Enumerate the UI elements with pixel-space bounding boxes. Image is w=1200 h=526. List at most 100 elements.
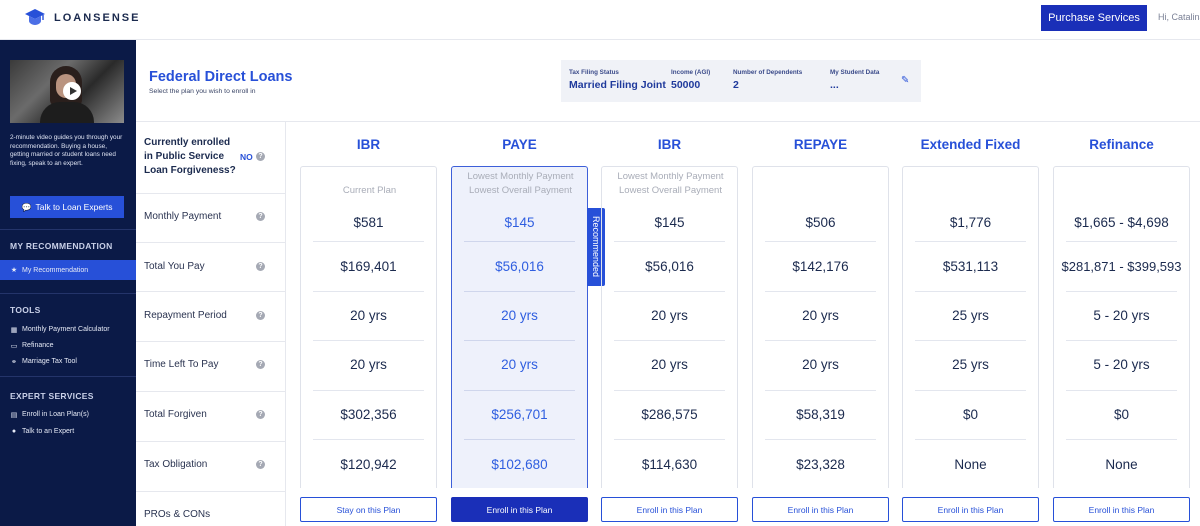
question-circle-icon[interactable]: ? [256, 360, 265, 369]
play-icon[interactable] [63, 82, 81, 100]
enroll-repaye-button[interactable]: Enroll in this Plan [752, 497, 889, 522]
monthly-payment-value: $145 [504, 215, 535, 230]
plan-tagline: Lowest Overall Payment [619, 185, 722, 196]
total-you-pay-value: $169,401 [340, 259, 397, 274]
my-recommendation-heading: MY RECOMMENDATION [10, 241, 113, 251]
sidebar-item-monthly-payment-calculator[interactable]: ▦ Monthly Payment Calculator [0, 321, 136, 338]
enroll-refinance-button[interactable]: Enroll in this Plan [1053, 497, 1190, 522]
card-icon: ▭ [10, 342, 18, 350]
video-person-shirt [40, 102, 94, 123]
time-left-value: 25 yrs [952, 357, 989, 372]
row-divider [915, 340, 1026, 341]
enroll-extended-fixed-button[interactable]: Enroll in this Plan [902, 497, 1039, 522]
row-divider [915, 241, 1026, 242]
pslf-row: Currently enrolled in Public Service Loa… [136, 122, 286, 194]
sidebar-item-label: My Recommendation [22, 266, 89, 274]
sidebar-item-my-recommendation[interactable]: ★ My Recommendation [0, 260, 136, 280]
sidebar-divider [0, 293, 136, 294]
stay-on-plan-button[interactable]: Stay on this Plan [300, 497, 437, 522]
talk-to-loan-experts-button[interactable]: 💬 Talk to Loan Experts [10, 196, 124, 218]
row-divider [614, 340, 725, 341]
plan-tagline: Lowest Monthly Payment [617, 171, 724, 182]
intro-video[interactable] [10, 60, 124, 123]
sidebar: 2-minute video guides you through your r… [0, 40, 136, 526]
calculator-icon: ▦ [10, 326, 18, 334]
total-you-pay-value: $531,113 [942, 259, 999, 274]
tools-heading: TOOLS [10, 305, 41, 315]
time-left-value: 20 yrs [501, 357, 538, 372]
row-divider [1066, 390, 1177, 391]
tax-filing-status: Tax Filing Status Married Filing Joint [569, 69, 666, 91]
plan-name: Refinance [1089, 137, 1154, 152]
page-header: Federal Direct Loans Select the plan you… [136, 40, 1200, 122]
row-divider [1066, 291, 1177, 292]
my-student-data: My Student Data ... [830, 69, 880, 91]
sidebar-item-marriage-tax-tool[interactable]: ⚭ Marriage Tax Tool [0, 353, 136, 370]
pslf-answer[interactable]: NO [240, 152, 253, 162]
question-circle-icon[interactable]: ? [256, 311, 265, 320]
plan-tagline: Lowest Monthly Payment [467, 171, 574, 182]
plan-card-ibr-current: Current Plan $581 $169,401 20 yrs 20 yrs… [300, 166, 437, 488]
row-divider [313, 390, 424, 391]
plan-name: REPAYE [793, 137, 848, 152]
row-divider [464, 291, 575, 292]
row-divider [765, 291, 876, 292]
plan-card-extended-fixed: $1,776 $531,113 25 yrs 25 yrs $0 None [902, 166, 1039, 488]
talk-button-label: Talk to Loan Experts [35, 202, 113, 212]
plan-name: Extended Fixed [920, 137, 1021, 152]
total-forgiven-value: $256,701 [491, 407, 548, 422]
total-you-pay-value: $142,176 [792, 259, 849, 274]
user-greeting[interactable]: Hi, Catalina [1158, 12, 1200, 22]
row-divider [313, 340, 424, 341]
edit-icon[interactable]: ✎ [901, 75, 910, 86]
sidebar-item-enroll-loan-plans[interactable]: ▤ Enroll in Loan Plan(s) [0, 406, 136, 423]
row-divider [915, 439, 1026, 440]
sidebar-item-label: Monthly Payment Calculator [22, 326, 110, 333]
plan-tagline: Current Plan [342, 185, 397, 196]
plan-card-refinance: $1,665 - $4,698 $281,871 - $399,593 5 - … [1053, 166, 1190, 488]
top-bar: LOANSENSE Purchase Services Hi, Catalina [0, 0, 1200, 40]
total-forgiven-value: $0 [962, 407, 979, 422]
label-pros-cons: PROs & CONs [144, 509, 211, 520]
repayment-period-value: 20 yrs [802, 308, 839, 323]
repayment-period-value: 25 yrs [952, 308, 989, 323]
tax-obligation-value: None [1105, 457, 1138, 472]
question-circle-icon[interactable]: ? [256, 262, 265, 271]
row-divider [915, 390, 1026, 391]
question-circle-icon[interactable]: ? [256, 212, 265, 221]
time-left-value: 20 yrs [651, 357, 688, 372]
plan-tagline: Lowest Overall Payment [469, 185, 572, 196]
question-circle-icon[interactable]: ? [256, 460, 265, 469]
plan-name: PAYE [502, 137, 537, 152]
total-you-pay-value: $56,016 [645, 259, 694, 274]
row-divider [765, 439, 876, 440]
income-agi: Income (AGI) 50000 [671, 69, 711, 91]
sidebar-item-label: Enroll in Loan Plan(s) [22, 411, 89, 418]
total-you-pay-value: $281,871 - $399,593 [1061, 259, 1182, 274]
question-circle-icon[interactable]: ? [256, 152, 265, 161]
plan-card-ibr: Lowest Monthly Payment Lowest Overall Pa… [601, 166, 738, 488]
label-tax-obligation: Tax Obligation ? [136, 442, 286, 492]
row-divider [1066, 340, 1177, 341]
sidebar-item-label: Talk to an Expert [22, 428, 75, 435]
sidebar-item-talk-to-expert[interactable]: ● Talk to an Expert [0, 423, 136, 440]
recommended-badge: Recommended [587, 208, 605, 286]
plan-card-repaye: $506 $142,176 20 yrs 20 yrs $58,319 $23,… [752, 166, 889, 488]
number-of-dependents: Number of Dependents 2 [733, 69, 803, 91]
purchase-services-button[interactable]: Purchase Services [1041, 5, 1147, 31]
question-circle-icon[interactable]: ? [256, 410, 265, 419]
enroll-ibr-button[interactable]: Enroll in this Plan [601, 497, 738, 522]
sidebar-item-refinance[interactable]: ▭ Refinance [0, 337, 136, 354]
repayment-period-value: 20 yrs [651, 308, 688, 323]
repayment-period-value: 20 yrs [501, 308, 538, 323]
row-divider [1066, 241, 1177, 242]
row-divider [614, 439, 725, 440]
logo[interactable]: LOANSENSE [24, 8, 140, 28]
enroll-paye-button[interactable]: Enroll in this Plan [451, 497, 588, 522]
person-icon: ● [11, 428, 17, 435]
row-divider [1066, 439, 1177, 440]
expert-services-heading: EXPERT SERVICES [10, 391, 94, 401]
repayment-period-value: 5 - 20 yrs [1093, 308, 1150, 323]
row-divider [464, 241, 575, 242]
row-divider [765, 390, 876, 391]
